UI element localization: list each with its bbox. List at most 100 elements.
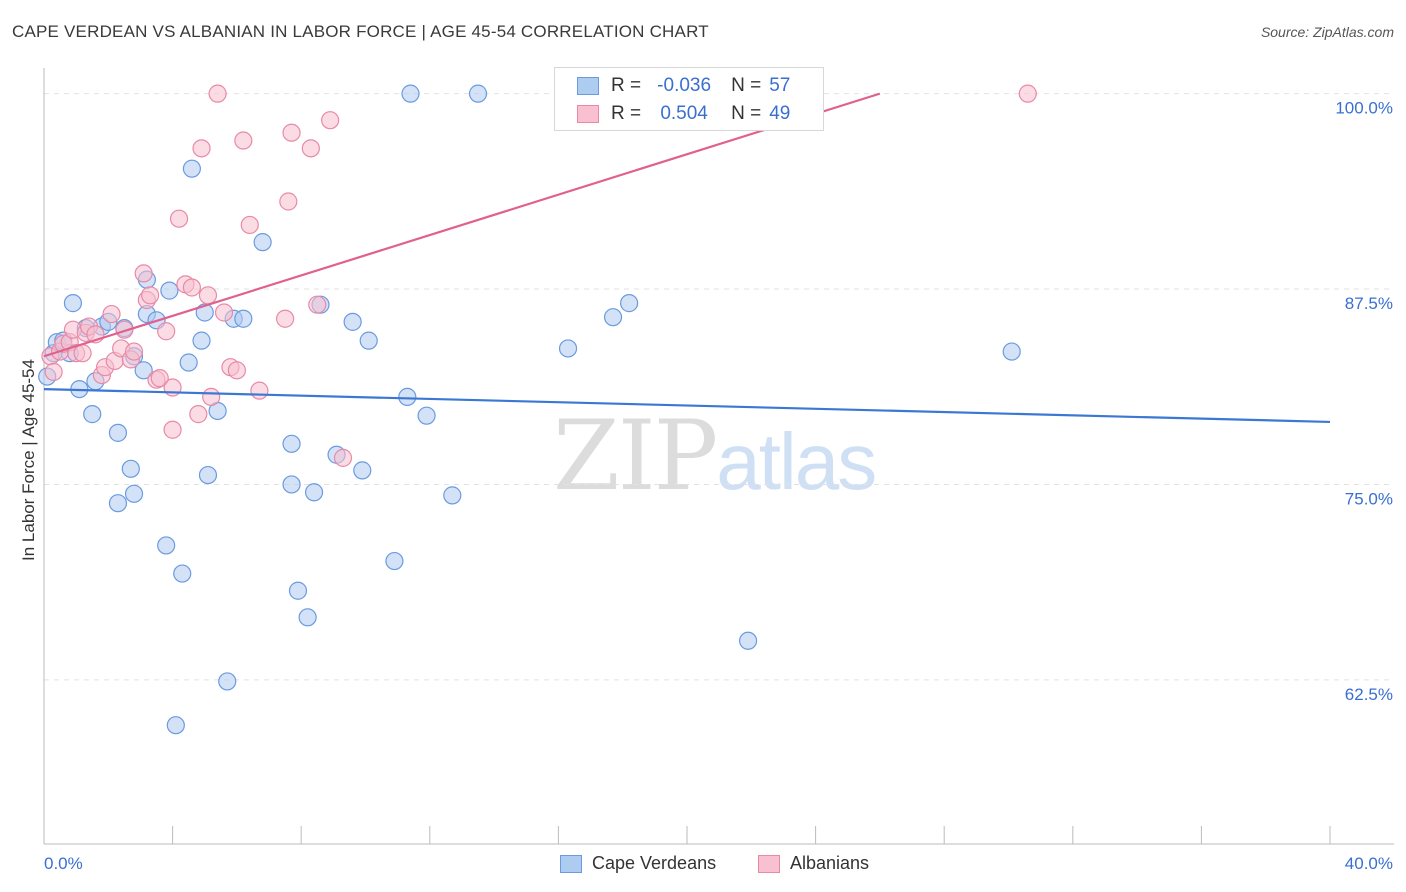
r-label: R = xyxy=(611,103,642,124)
watermark-zip: ZIP xyxy=(553,400,718,512)
cape-verdeans-point[interactable] xyxy=(157,536,176,555)
watermark-atlas: atlas xyxy=(716,417,877,506)
cape-verdeans-point[interactable] xyxy=(558,339,578,358)
cape-verdeans-point[interactable] xyxy=(179,353,198,372)
albanians-point[interactable] xyxy=(282,123,301,142)
albanians-point[interactable] xyxy=(333,448,353,467)
watermark: ZIPatlas xyxy=(553,400,877,512)
albanians-point[interactable] xyxy=(150,369,169,388)
cape-verdeans-point[interactable] xyxy=(738,631,758,650)
cape-verdeans-point[interactable] xyxy=(124,484,144,503)
albanians-point[interactable] xyxy=(234,131,253,150)
albanians-point[interactable] xyxy=(321,111,340,130)
albanians-swatch xyxy=(577,105,599,123)
chart-title: CAPE VERDEAN VS ALBANIAN IN LABOR FORCE … xyxy=(12,22,709,41)
x-tick-label: 40.0% xyxy=(1345,854,1393,873)
cape-verdeans-point[interactable] xyxy=(288,581,308,600)
albanians-point[interactable] xyxy=(44,362,63,381)
albanians-point[interactable] xyxy=(276,309,295,328)
albanians-point[interactable] xyxy=(202,387,221,407)
albanians-point[interactable] xyxy=(198,286,218,305)
albanians-point[interactable] xyxy=(134,264,153,283)
cape-verdeans-point[interactable] xyxy=(401,84,420,103)
source-credit: Source: ZipAtlas.com xyxy=(1260,24,1394,40)
cape-verdeans-point[interactable] xyxy=(173,564,192,583)
cape-verdeans-point[interactable] xyxy=(298,608,317,627)
y-tick-label: 62.5% xyxy=(1345,685,1393,704)
albanians-point[interactable] xyxy=(227,361,246,380)
cape-verdeans-legend-swatch xyxy=(560,854,582,873)
cape-verdeans-point[interactable] xyxy=(398,387,417,407)
cape-verdeans-trend-line xyxy=(43,387,1331,424)
cape-verdeans-point[interactable] xyxy=(1002,342,1021,361)
n-label: N = xyxy=(731,103,762,124)
y-tick-label: 87.5% xyxy=(1345,294,1393,313)
cape-verdeans-point[interactable] xyxy=(63,294,83,313)
albanians-point[interactable] xyxy=(279,192,298,211)
cape-verdeans-point[interactable] xyxy=(343,312,362,331)
cape-verdeans-point[interactable] xyxy=(108,423,128,442)
albanians-point[interactable] xyxy=(115,320,134,339)
cape-verdeans-point[interactable] xyxy=(83,405,102,424)
cape-verdeans-point[interactable] xyxy=(620,294,639,313)
stats-legend-row-cape-verdeans: R = -0.036 N = 57 xyxy=(577,73,790,99)
cape-verdeans-point[interactable] xyxy=(182,159,201,178)
cape-verdeans-point[interactable] xyxy=(121,459,140,478)
albanians-point[interactable] xyxy=(140,286,160,305)
albanians-point[interactable] xyxy=(301,139,320,158)
cape-verdeans-point[interactable] xyxy=(198,465,218,485)
cape-verdeans-point[interactable] xyxy=(282,475,301,494)
albanians-point[interactable] xyxy=(102,304,121,324)
cape-verdeans-point[interactable] xyxy=(108,494,128,513)
cape-verdeans-point[interactable] xyxy=(192,331,211,350)
n-label: N = xyxy=(731,75,762,96)
cape-verdeans-point[interactable] xyxy=(353,461,372,480)
albanians-point[interactable] xyxy=(169,209,189,228)
series-legend: Cape Verdeans Albanians xyxy=(0,851,1406,877)
stats-legend-row-albanians: R = 0.504 N = 49 xyxy=(577,101,790,127)
y-tick-label: 75.0% xyxy=(1345,489,1393,508)
albanians-point[interactable] xyxy=(157,322,176,341)
albanians-point[interactable] xyxy=(73,344,92,363)
cape-verdeans-point[interactable] xyxy=(468,84,488,103)
legend-item-cape-verdeans[interactable]: Cape Verdeans xyxy=(560,853,716,874)
cape-verdeans-point[interactable] xyxy=(282,434,301,453)
albanians-n-value: 49 xyxy=(769,103,791,124)
albanians-point[interactable] xyxy=(250,381,269,400)
albanians-point[interactable] xyxy=(189,405,208,424)
cape-verdeans-legend-label: Cape Verdeans xyxy=(592,853,717,873)
cape-verdeans-point[interactable] xyxy=(385,551,404,571)
cape-verdeans-point[interactable] xyxy=(304,483,324,502)
albanians-point[interactable] xyxy=(182,278,201,297)
albanians-point[interactable] xyxy=(214,303,234,322)
cape-verdeans-point[interactable] xyxy=(234,309,253,328)
cape-verdeans-swatch xyxy=(577,77,599,95)
stats-legend: R = -0.036 N = 57 R = 0.504 N = 49 xyxy=(554,67,824,131)
albanians-legend-swatch xyxy=(758,854,780,873)
cape-verdeans-r-value: -0.036 xyxy=(657,75,712,96)
albanians-point[interactable] xyxy=(240,215,259,235)
cape-verdeans-point[interactable] xyxy=(166,716,185,735)
cape-verdeans-point[interactable] xyxy=(253,233,272,252)
cape-verdeans-point[interactable] xyxy=(218,672,237,691)
cape-verdeans-point[interactable] xyxy=(417,406,436,425)
albanians-r-value: 0.504 xyxy=(660,103,708,124)
cape-verdeans-point[interactable] xyxy=(443,486,462,505)
albanians-point[interactable] xyxy=(1018,84,1037,103)
legend-item-albanians[interactable]: Albanians xyxy=(758,853,869,874)
albanians-point[interactable] xyxy=(208,84,227,103)
cape-verdeans-point[interactable] xyxy=(134,361,153,380)
albanians-legend-label: Albanians xyxy=(790,853,870,873)
cape-verdeans-n-value: 57 xyxy=(769,75,791,96)
albanians-point[interactable] xyxy=(163,420,182,439)
y-axis-label: In Labor Force | Age 45-54 xyxy=(19,359,38,561)
x-tick-label: 0.0% xyxy=(44,854,83,873)
cape-verdeans-point[interactable] xyxy=(359,331,378,350)
cape-verdeans-point[interactable] xyxy=(160,281,179,300)
albanians-point[interactable] xyxy=(308,295,327,314)
y-tick-label: 100.0% xyxy=(1335,99,1393,118)
albanians-point[interactable] xyxy=(124,342,144,361)
cape-verdeans-point[interactable] xyxy=(603,308,623,327)
albanians-point[interactable] xyxy=(192,139,211,158)
